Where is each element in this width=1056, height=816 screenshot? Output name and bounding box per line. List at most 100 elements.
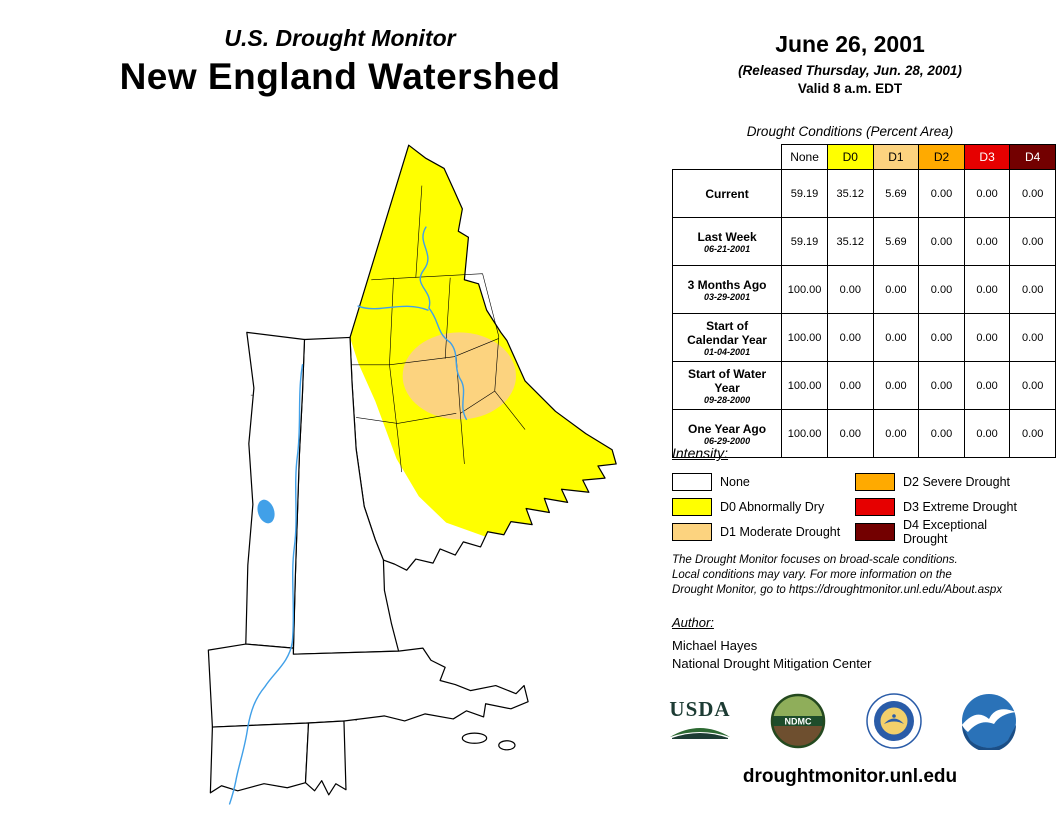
value-cell: 100.00 [781, 361, 828, 410]
author-name: Michael Hayes [672, 638, 758, 653]
maine-river [419, 226, 468, 421]
value-cell: 35.12 [826, 217, 874, 266]
value-cell: 0.00 [872, 361, 920, 410]
value-cell: 100.00 [781, 313, 828, 362]
state-borders [207, 144, 617, 796]
value-cell: 59.19 [781, 169, 828, 218]
value-cell: 0.00 [826, 313, 874, 362]
release-date: (Released Thursday, Jun. 28, 2001) [738, 63, 962, 78]
value-cell: 0.00 [963, 409, 1011, 458]
author-org: National Drought Mitigation Center [672, 656, 872, 671]
column-header-none: None [781, 144, 828, 170]
table-row: Start of Calendar Year 01-04-2001 100.00… [671, 313, 1056, 362]
report-series-title: U.S. Drought Monitor [224, 25, 456, 51]
legend-item-d4: D4 Exceptional Drought [855, 518, 1032, 546]
value-cell: 0.00 [872, 313, 920, 362]
d4-swatch [855, 522, 895, 541]
d2-swatch [855, 472, 895, 491]
valid-time: Valid 8 a.m. EDT [797, 81, 903, 96]
value-cell: 0.00 [826, 265, 874, 314]
value-cell: 0.00 [918, 313, 965, 362]
footer-url: droughtmonitor.unl.edu [742, 766, 958, 787]
table-row: Current 59.19 35.12 5.69 0.00 0.00 0.00 [671, 169, 1056, 218]
rivers-layer [228, 226, 468, 805]
column-header-d2: D2 [918, 144, 965, 170]
value-cell: 0.00 [918, 265, 965, 314]
ndmc-logo-text: NDMC [785, 717, 812, 727]
author-heading: Author: [672, 615, 714, 630]
row-label-start-of-calendar-year: Start of Calendar Year 01-04-2001 [671, 313, 783, 362]
d0-swatch [672, 497, 712, 516]
value-cell: 0.00 [1009, 361, 1056, 410]
usda-logo-text: USDA [669, 696, 731, 721]
lake-winnipesaukee [257, 499, 275, 524]
drought-conditions-table: None D0 D1 D2 D3 D4 Current 59.19 35.12 … [671, 144, 1056, 458]
date-block: June 26, 2001 (Released Thursday, Jun. 2… [672, 31, 1028, 96]
new-england-map [48, 130, 648, 808]
value-cell: 0.00 [963, 361, 1011, 410]
legend-title: Intensity: [672, 445, 729, 461]
value-cell: 0.00 [963, 265, 1011, 314]
value-cell: 0.00 [826, 409, 874, 458]
massachusetts-outline [207, 643, 529, 728]
table-row: Last Week 06-21-2001 59.19 35.12 5.69 0.… [671, 217, 1056, 266]
value-cell: 100.00 [781, 409, 828, 458]
column-header-d1: D1 [872, 144, 920, 170]
column-header-d0: D0 [826, 144, 874, 170]
value-cell: 0.00 [963, 169, 1011, 218]
value-cell: 100.00 [781, 265, 828, 314]
row-label-current: Current [671, 169, 783, 218]
value-cell: 0.00 [872, 265, 920, 314]
page-title: New England Watershed [119, 56, 561, 97]
value-cell: 0.00 [963, 313, 1011, 362]
column-header-d4: D4 [1009, 144, 1056, 170]
value-cell: 5.69 [872, 217, 920, 266]
table-row: One Year Ago 06-29-2000 100.00 0.00 0.00… [671, 409, 1056, 458]
table-header-row: None D0 D1 D2 D3 D4 [673, 144, 1056, 170]
value-cell: 0.00 [918, 361, 965, 410]
value-cell: 0.00 [1009, 313, 1056, 362]
row-label-start-of-water-year: Start of Water Year 09-28-2000 [671, 361, 783, 410]
eagle-icon [883, 718, 904, 724]
seagull-icon [961, 709, 1016, 732]
agency-logos: USDA NDMC [668, 692, 1018, 750]
value-cell: 0.00 [872, 409, 920, 458]
value-cell: 0.00 [918, 169, 965, 218]
usda-field-icon [670, 727, 730, 739]
legend-item-d2: D2 Severe Drought [855, 469, 1032, 494]
author-block: Author: Michael Hayes National Drought M… [672, 615, 1028, 671]
value-cell: 5.69 [872, 169, 920, 218]
value-cell: 59.19 [781, 217, 828, 266]
marthas-vineyard-island [461, 732, 488, 744]
table-row: 3 Months Ago 03-29-2001 100.00 0.00 0.00… [671, 265, 1056, 314]
legend-item-d3: D3 Extreme Drought [855, 494, 1032, 519]
row-label-3-months-ago: 3 Months Ago 03-29-2001 [671, 265, 783, 314]
value-cell: 0.00 [918, 217, 965, 266]
legend-item-d0: D0 Abnormally Dry [672, 494, 855, 519]
row-label-one-year-ago: One Year Ago 06-29-2000 [671, 409, 783, 458]
column-header-d3: D3 [963, 144, 1011, 170]
d1-swatch [672, 522, 712, 541]
value-cell: 0.00 [1009, 265, 1056, 314]
disclaimer-text: The Drought Monitor focuses on broad-sca… [672, 554, 1003, 596]
noaa-logo [961, 694, 1016, 750]
value-cell: 0.00 [918, 409, 965, 458]
value-cell: 0.00 [1009, 409, 1056, 458]
legend-item-d1: D1 Moderate Drought [672, 519, 855, 544]
connecticut-river [228, 364, 304, 805]
d3-swatch [855, 497, 895, 516]
rhode-island-outline [304, 720, 347, 796]
ndmc-logo: NDMC [771, 693, 826, 749]
maine-river-branch [357, 305, 429, 311]
map-date: June 26, 2001 [775, 31, 925, 57]
usda-logo: USDA [668, 696, 732, 744]
nantucket-island [498, 740, 516, 751]
intensity-legend: Intensity: None D0 Abnormally Dry D1 Mod… [672, 445, 1032, 546]
value-cell: 35.12 [826, 169, 874, 218]
table-title: Drought Conditions (Percent Area) [746, 124, 954, 139]
legend-item-none: None [672, 469, 855, 494]
value-cell: 0.00 [826, 361, 874, 410]
value-cell: 0.00 [963, 217, 1011, 266]
maine-outline [349, 144, 617, 571]
